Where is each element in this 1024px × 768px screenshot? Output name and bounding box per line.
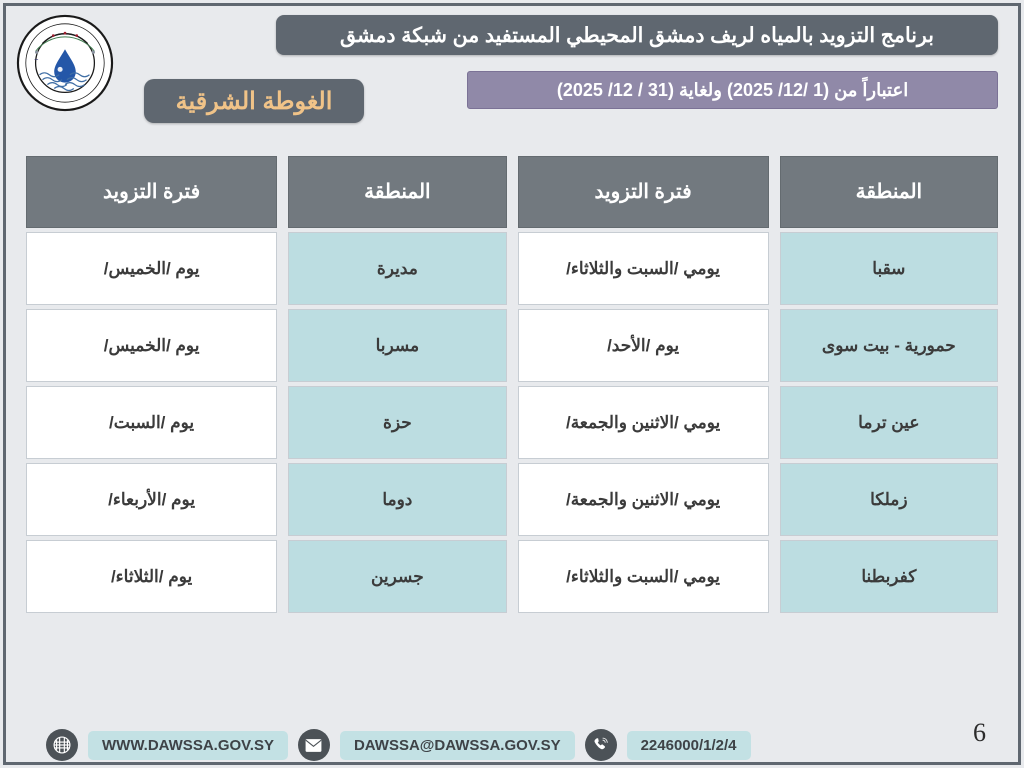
svg-text:وصرف محافظة دمشق: وصرف محافظة دمشق: [16, 14, 19, 16]
